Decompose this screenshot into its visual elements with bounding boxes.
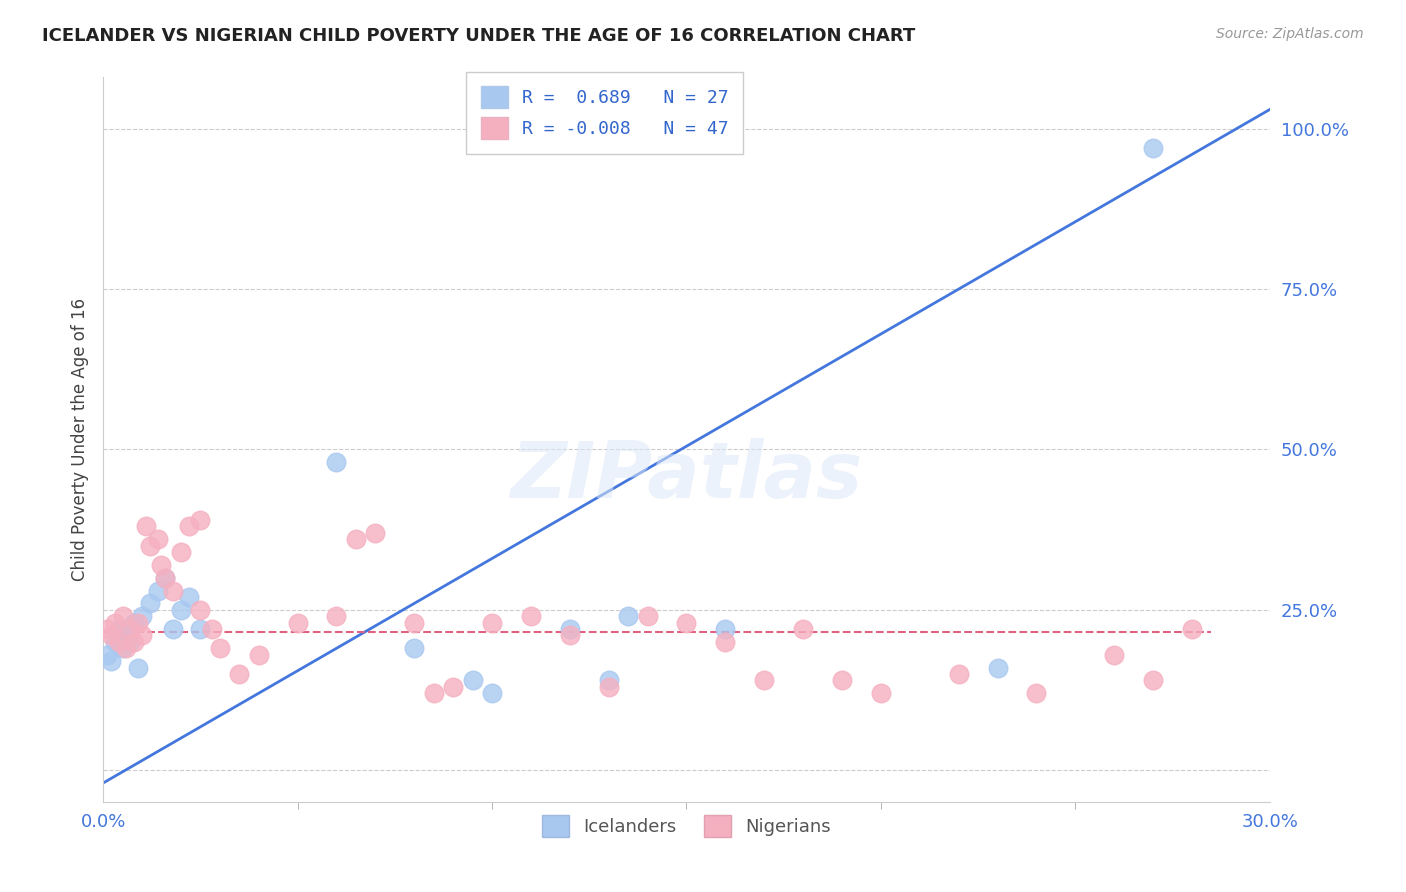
- Point: [162, 622, 184, 636]
- Point: [714, 635, 737, 649]
- Point: [986, 660, 1008, 674]
- Point: [122, 635, 145, 649]
- Point: [201, 622, 224, 636]
- Point: [754, 673, 776, 688]
- Point: [150, 558, 173, 572]
- Point: [208, 641, 231, 656]
- Point: [325, 455, 347, 469]
- Point: [104, 615, 127, 630]
- Point: [170, 545, 193, 559]
- Point: [441, 680, 464, 694]
- Point: [131, 609, 153, 624]
- Point: [1142, 141, 1164, 155]
- Point: [162, 583, 184, 598]
- Point: [228, 667, 250, 681]
- Point: [107, 635, 129, 649]
- Point: [104, 635, 127, 649]
- Point: [422, 686, 444, 700]
- Point: [155, 571, 177, 585]
- Point: [598, 680, 620, 694]
- Point: [115, 628, 138, 642]
- Point: [100, 628, 122, 642]
- Point: [139, 539, 162, 553]
- Point: [1181, 622, 1204, 636]
- Point: [122, 615, 145, 630]
- Text: ZIPatlas: ZIPatlas: [510, 438, 862, 514]
- Point: [1142, 673, 1164, 688]
- Point: [1102, 648, 1125, 662]
- Point: [111, 641, 134, 656]
- Point: [481, 615, 503, 630]
- Point: [675, 615, 697, 630]
- Point: [404, 641, 426, 656]
- Text: ICELANDER VS NIGERIAN CHILD POVERTY UNDER THE AGE OF 16 CORRELATION CHART: ICELANDER VS NIGERIAN CHILD POVERTY UNDE…: [42, 27, 915, 45]
- Point: [598, 673, 620, 688]
- Point: [100, 654, 122, 668]
- Point: [177, 519, 200, 533]
- Point: [948, 667, 970, 681]
- Point: [177, 590, 200, 604]
- Point: [188, 622, 211, 636]
- Point: [96, 648, 118, 662]
- Point: [135, 519, 157, 533]
- Point: [344, 533, 367, 547]
- Point: [146, 583, 169, 598]
- Point: [617, 609, 640, 624]
- Point: [115, 641, 138, 656]
- Text: Source: ZipAtlas.com: Source: ZipAtlas.com: [1216, 27, 1364, 41]
- Point: [146, 533, 169, 547]
- Point: [461, 673, 484, 688]
- Point: [637, 609, 659, 624]
- Point: [325, 609, 347, 624]
- Point: [287, 615, 309, 630]
- Point: [188, 513, 211, 527]
- Point: [364, 525, 387, 540]
- Point: [481, 686, 503, 700]
- Point: [831, 673, 853, 688]
- Point: [155, 571, 177, 585]
- Point: [792, 622, 814, 636]
- Point: [558, 628, 581, 642]
- Point: [131, 628, 153, 642]
- Point: [120, 635, 142, 649]
- Point: [127, 615, 149, 630]
- Point: [120, 622, 142, 636]
- Point: [170, 603, 193, 617]
- Point: [111, 609, 134, 624]
- Y-axis label: Child Poverty Under the Age of 16: Child Poverty Under the Age of 16: [72, 298, 89, 582]
- Point: [139, 596, 162, 610]
- Point: [520, 609, 543, 624]
- Point: [1025, 686, 1047, 700]
- Point: [188, 603, 211, 617]
- Point: [558, 622, 581, 636]
- Point: [127, 660, 149, 674]
- Point: [404, 615, 426, 630]
- Point: [96, 622, 118, 636]
- Point: [869, 686, 891, 700]
- Point: [247, 648, 270, 662]
- Point: [714, 622, 737, 636]
- Point: [107, 622, 129, 636]
- Legend: Icelanders, Nigerians: Icelanders, Nigerians: [534, 807, 838, 844]
